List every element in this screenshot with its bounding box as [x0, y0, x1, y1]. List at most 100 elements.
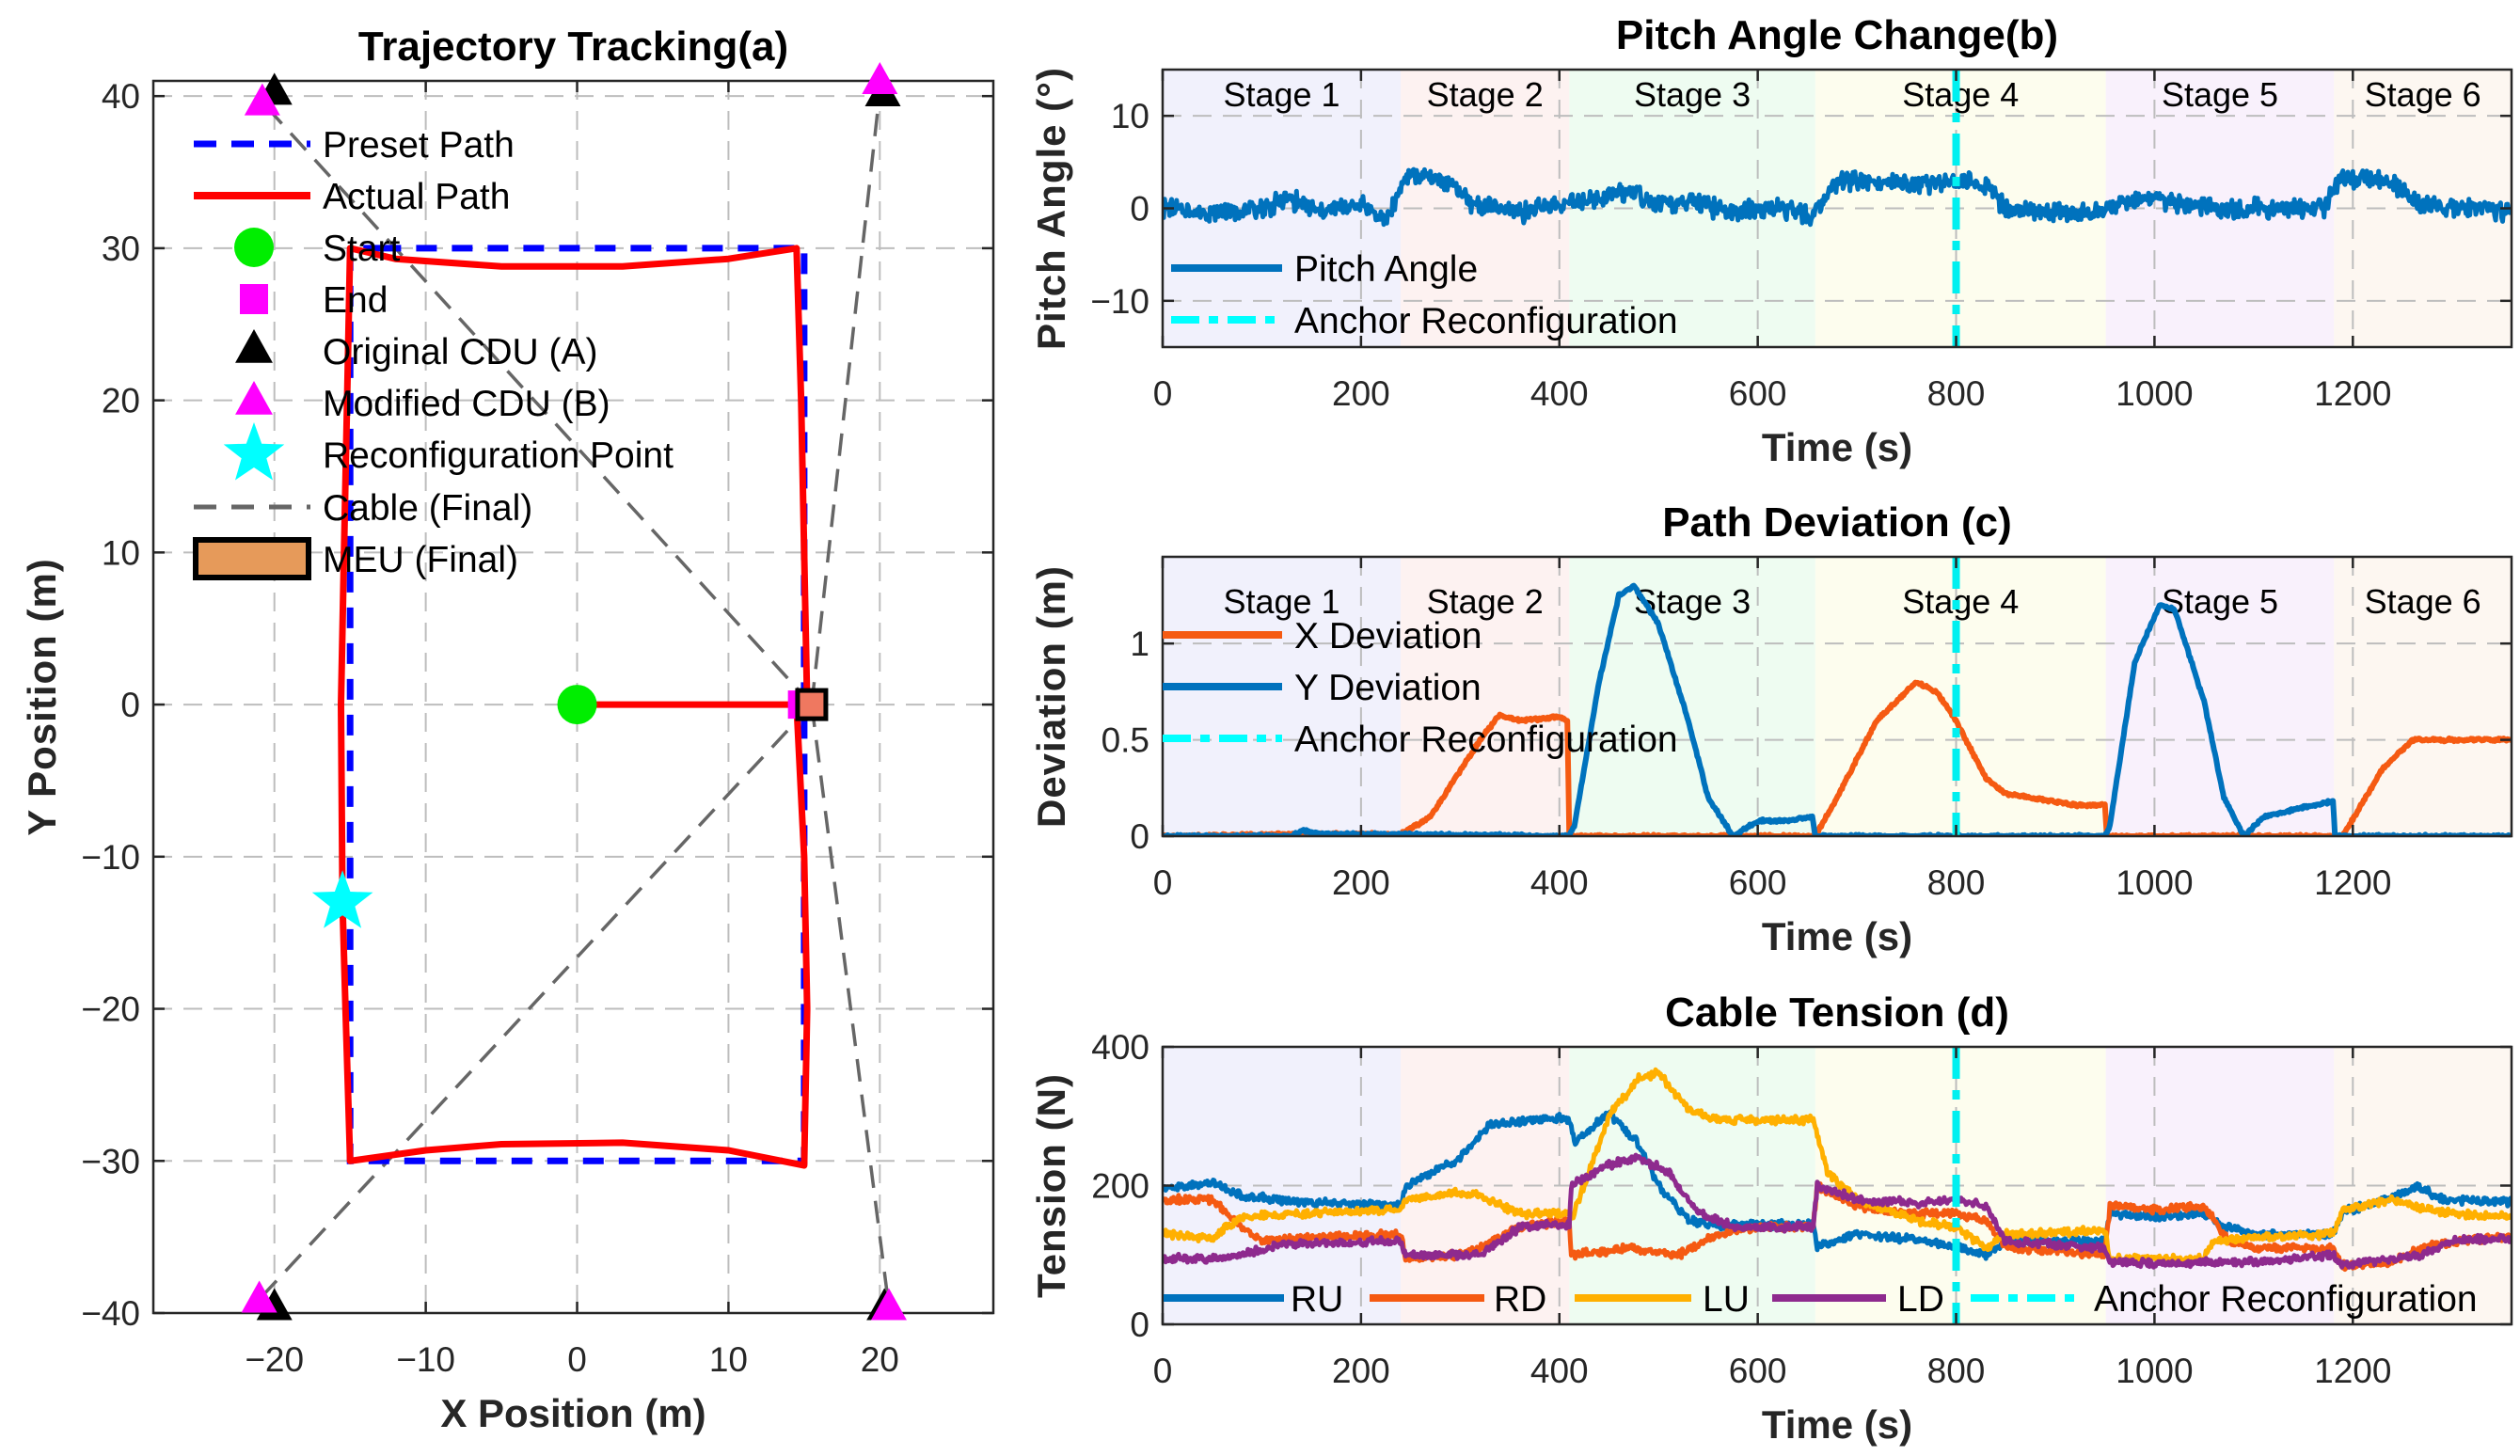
stage-band: [2334, 557, 2512, 836]
legend-label: Pitch Angle: [1294, 249, 1478, 290]
legend: Preset Path Actual Path Start End Original C…: [193, 125, 674, 580]
y-tick-label: 10: [102, 533, 140, 572]
y-axis-label: Pitch Angle (°): [1029, 67, 1073, 350]
legend-label: Anchor Reconfiguration: [2094, 1279, 2478, 1320]
reconfiguration-point-star: [311, 870, 373, 928]
legend-rectangle-icon: [193, 537, 311, 580]
chart-title: Trajectory Tracking(a): [358, 24, 788, 70]
x-tick-label: 1200: [2314, 863, 2391, 902]
legend-label: Anchor Reconfiguration: [1294, 301, 1678, 341]
legend-circle-icon: [234, 228, 274, 267]
stage-label: Stage 2: [1427, 582, 1544, 621]
x-tick-label: 1200: [2314, 374, 2391, 413]
y-tick-label: −10: [81, 838, 140, 877]
x-tick-label: 0: [1153, 863, 1173, 902]
plot-area: [258, 91, 891, 1307]
x-axis-label: X Position (m): [440, 1391, 705, 1435]
y-tick-label: −40: [81, 1294, 140, 1333]
y-tick-label: 0: [120, 686, 140, 724]
axes-box: [151, 79, 995, 1315]
modified-cdu-marker: [870, 1288, 907, 1321]
actual-path-line: [338, 245, 811, 1169]
chart-title: Cable Tension (d): [1665, 989, 2009, 1036]
stage-label: Stage 6: [2365, 582, 2481, 621]
x-tick-label: 0: [1153, 1352, 1173, 1390]
stage-label: Stage 4: [1902, 75, 2019, 114]
modified-cdu-marker: [244, 83, 280, 116]
series-line-pitch-angle: [1163, 166, 2512, 228]
cable-line: [810, 704, 891, 1307]
ticks: [1161, 1045, 2512, 1326]
x-tick-label: 400: [1530, 863, 1589, 902]
legend-square-icon: [240, 284, 268, 314]
legend-label: Reconfiguration Point: [323, 435, 674, 476]
ticks: [1161, 70, 2512, 347]
y-tick-label: 400: [1091, 1028, 1149, 1067]
stage-label: Stage 1: [1223, 582, 1339, 621]
cable-line: [261, 101, 814, 706]
chart-title: Pitch Angle Change(b): [1616, 12, 2058, 58]
legend-star-icon: [223, 422, 285, 481]
stage-band: [2334, 1047, 2512, 1324]
stage-label: Stage 5: [2162, 582, 2278, 621]
stage-label: Stage 5: [2162, 75, 2278, 114]
legend: Pitch Angle Anchor Reconfiguration: [1171, 249, 1678, 341]
x-tick-label: 800: [1927, 1352, 1986, 1390]
x-tick-label: 800: [1927, 863, 1986, 902]
axes-box: [1161, 555, 2513, 838]
x-tick-label: 1200: [2314, 1352, 2391, 1390]
legend-label: Original CDU (A): [323, 332, 598, 372]
legend-label: End: [323, 280, 388, 321]
y-axis-label: Deviation (m): [1029, 565, 1073, 828]
y-tick-label: 0: [1130, 817, 1149, 856]
legend-label: LD: [1897, 1279, 1944, 1320]
stage-band: [1815, 557, 2106, 836]
panel-b: Stage 1 Stage 2 Stage 3 Stage 4 Stage 5 Stage…: [1029, 12, 2513, 469]
legend-label: Preset Path: [323, 125, 515, 166]
legend-label: RD: [1494, 1279, 1546, 1320]
legend-triangle-icon: [235, 381, 273, 415]
panel-d: 0 200 400 600 800 1000 1200 0 200 400 Cable Tensio…: [1029, 989, 2513, 1447]
x-tick-label: 400: [1530, 1352, 1589, 1390]
y-axis-label: Y Position (m): [20, 558, 64, 836]
stage-band: [1401, 557, 1570, 836]
legend-label: LU: [1703, 1279, 1750, 1320]
meu-marker: [795, 688, 829, 721]
x-tick-label: 800: [1927, 374, 1986, 413]
x-tick-label: 0: [567, 1340, 587, 1379]
x-tick-label: 1000: [2116, 1352, 2193, 1390]
chart-title: Path Deviation (c): [1662, 499, 2012, 546]
legend-label: X Deviation: [1294, 616, 1482, 657]
plot-area: [1163, 1047, 2512, 1324]
stage-label: Stage 1: [1223, 75, 1339, 114]
legend-label: Actual Path: [323, 177, 510, 217]
y-tick-label: 200: [1091, 1167, 1149, 1206]
x-tick-label: 600: [1729, 863, 1787, 902]
y-tick-label: 0: [1130, 190, 1149, 229]
x-tick-label: 20: [861, 1340, 899, 1379]
stage-label: Stage 2: [1427, 75, 1544, 114]
stage-label: Stage 6: [2365, 75, 2481, 114]
x-axis-label: Time (s): [1762, 914, 1912, 958]
y-tick-label: −10: [1090, 282, 1149, 321]
x-axis-label: Time (s): [1762, 1402, 1912, 1447]
legend-label: Start: [323, 229, 401, 269]
y-tick-label: 40: [102, 77, 140, 116]
y-tick-label: 20: [102, 382, 140, 420]
y-tick-label: 30: [102, 229, 140, 268]
legend-label: RU: [1291, 1279, 1343, 1320]
panel-a: −20 −10 0 10 20 −40 −30 −20 −10 0 10 20 30 40 Trajecto…: [20, 24, 995, 1435]
x-tick-label: 10: [709, 1340, 748, 1379]
x-tick-label: 1000: [2116, 374, 2193, 413]
y-tick-label: 0: [1130, 1306, 1149, 1344]
x-tick-label: 400: [1530, 374, 1589, 413]
y-tick-label: 0.5: [1102, 721, 1149, 760]
x-tick-label: −10: [396, 1340, 455, 1379]
panel-c: Stage 1 Stage 2 Stage 3 Stage 4 Stage 5 Stage…: [1029, 499, 2513, 958]
x-tick-label: 200: [1332, 1352, 1390, 1390]
stage-label: Stage 3: [1634, 75, 1751, 114]
legend-label: Modified CDU (B): [323, 384, 610, 424]
start-marker: [557, 685, 597, 725]
cable-line: [810, 91, 882, 705]
series-line-lu: [1163, 1067, 2512, 1265]
